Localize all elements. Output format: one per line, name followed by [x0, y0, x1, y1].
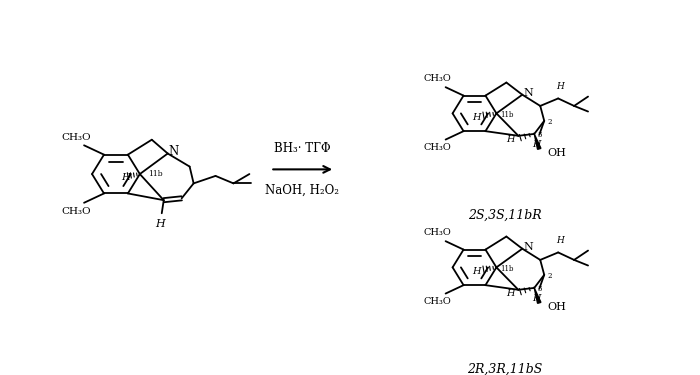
Text: 11b: 11b	[148, 170, 162, 178]
Text: CH₃O: CH₃O	[424, 297, 452, 306]
Text: H: H	[121, 173, 130, 182]
Text: BH₃· ТГΦ: BH₃· ТГΦ	[274, 142, 330, 155]
Text: 3: 3	[538, 285, 542, 293]
Text: CH₃O: CH₃O	[424, 75, 452, 84]
Text: H: H	[155, 219, 164, 229]
Text: CH₃O: CH₃O	[61, 133, 91, 142]
Text: OH: OH	[547, 148, 566, 158]
Text: H: H	[532, 140, 540, 148]
Text: H: H	[532, 294, 540, 303]
Text: 3: 3	[538, 131, 542, 139]
Text: CH₃O: CH₃O	[61, 207, 91, 216]
Text: H: H	[556, 82, 564, 91]
Text: H: H	[472, 112, 480, 122]
Text: 11b: 11b	[500, 265, 514, 273]
Text: CH₃O: CH₃O	[424, 228, 452, 237]
Text: 2: 2	[547, 118, 552, 126]
Text: 2S,3S,11bR: 2S,3S,11bR	[468, 209, 541, 222]
Text: H: H	[506, 289, 514, 298]
Text: H: H	[556, 236, 564, 245]
Polygon shape	[534, 288, 541, 303]
Polygon shape	[534, 134, 541, 149]
Text: 2: 2	[547, 272, 552, 280]
Text: 2R,3R,11bS: 2R,3R,11bS	[467, 363, 542, 375]
Text: OH: OH	[547, 302, 566, 312]
Text: 11b: 11b	[500, 111, 514, 118]
Text: H: H	[506, 135, 514, 144]
Text: CH₃O: CH₃O	[424, 143, 452, 152]
Text: N: N	[169, 145, 178, 158]
Text: N: N	[524, 88, 533, 98]
Text: H: H	[472, 267, 480, 276]
Text: N: N	[524, 242, 533, 252]
Text: NaOH, H₂O₂: NaOH, H₂O₂	[265, 183, 340, 196]
